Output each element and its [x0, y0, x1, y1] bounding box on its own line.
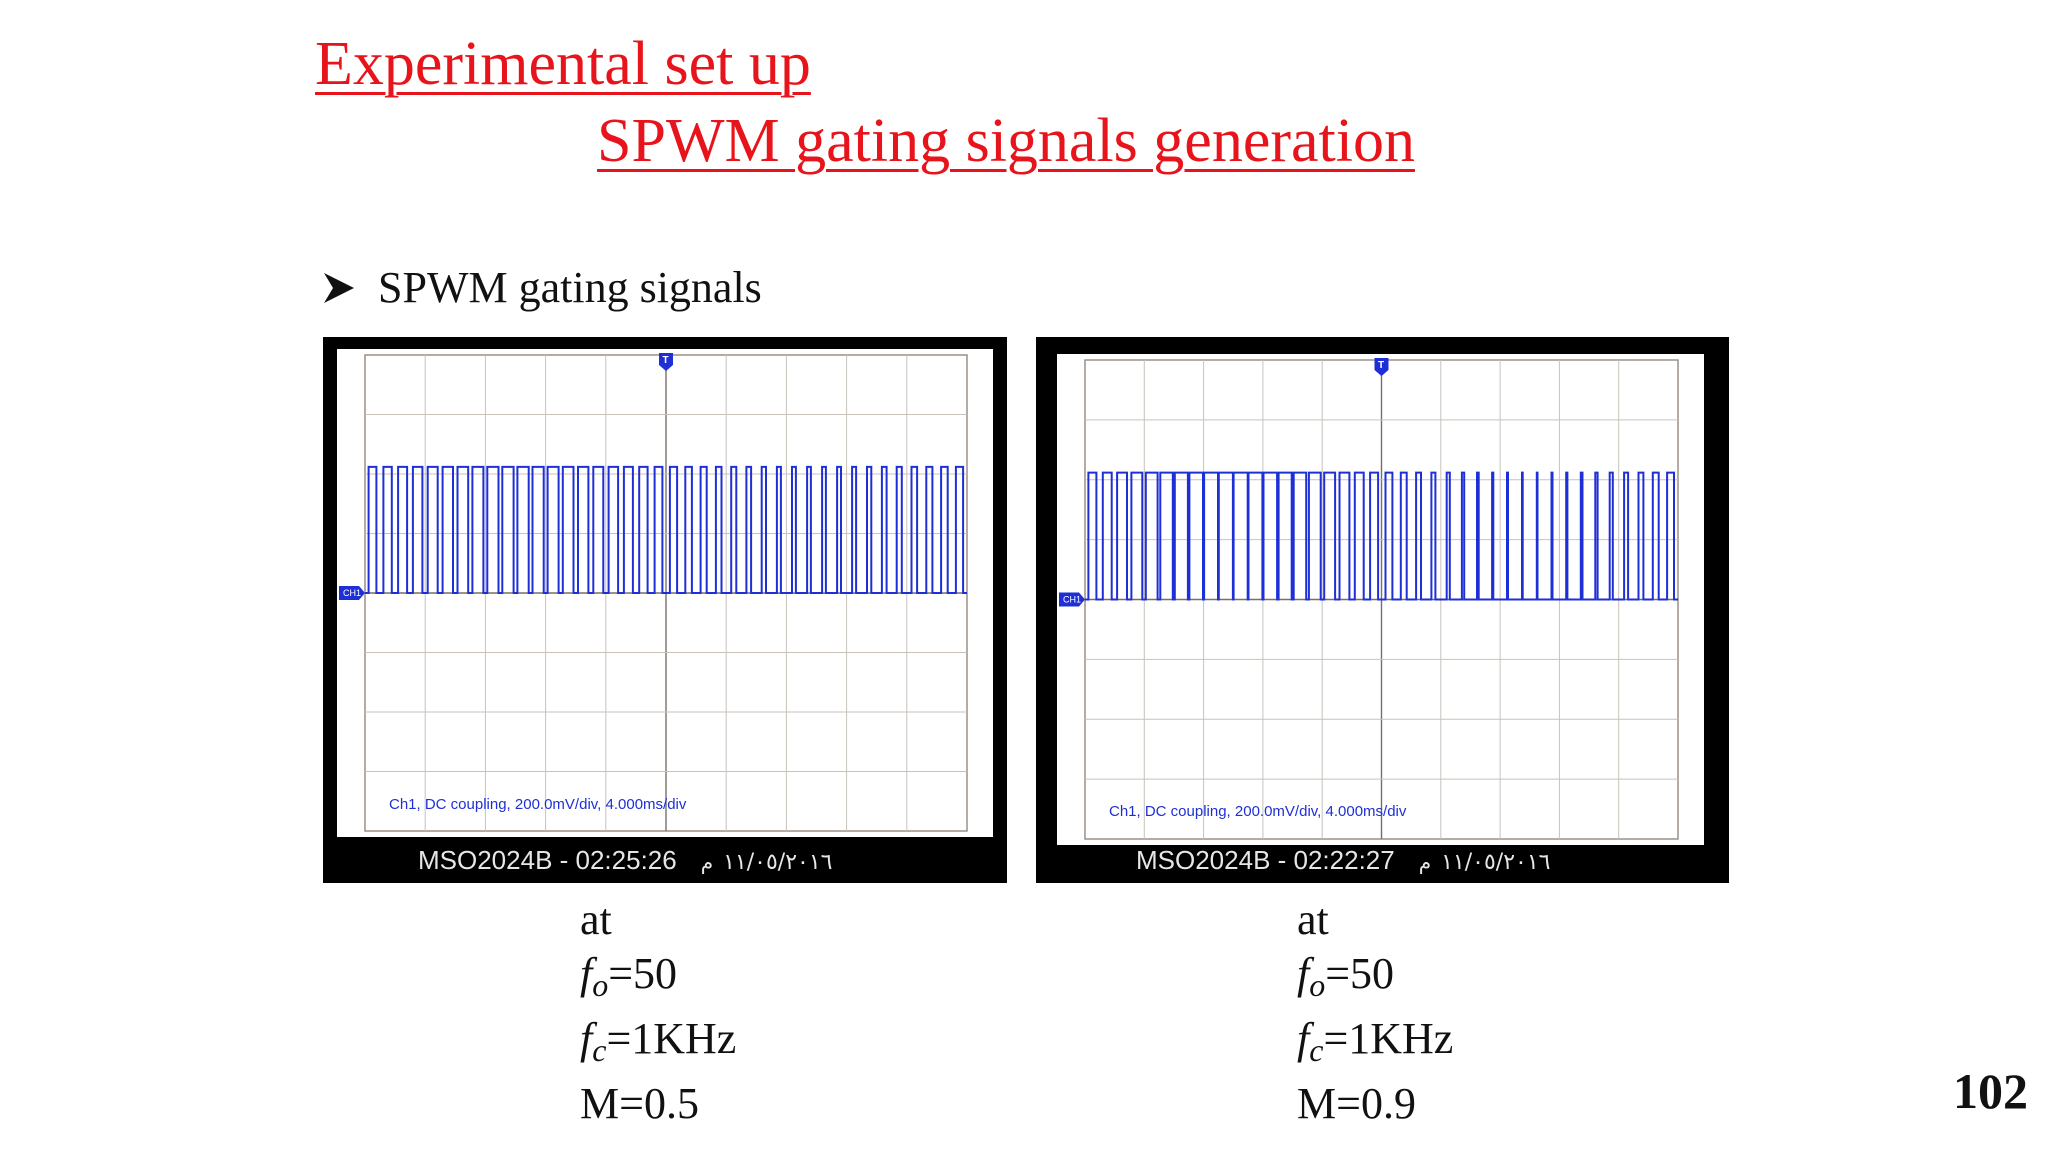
scope-1-caption: at fo=50 fc=1KHz M=0.5 [580, 893, 736, 1131]
scope-waveform-plot: Ch1, DC coupling, 200.0mV/div, 4.000ms/d… [1059, 358, 1679, 840]
scope-screen: Ch1, DC coupling, 200.0mV/div, 4.000ms/d… [1057, 354, 1704, 845]
scope-model-time: MSO2024B - 02:22:27 [1136, 845, 1395, 875]
trigger-marker-label: T [663, 355, 669, 366]
scope-model-time: MSO2024B - 02:25:26 [418, 845, 677, 875]
scope-screen: Ch1, DC coupling, 200.0mV/div, 4.000ms/d… [337, 349, 993, 837]
slide-title-line-2: SPWM gating signals generation [597, 107, 1415, 175]
trigger-marker [1374, 358, 1389, 376]
scope-ampm: م [700, 850, 714, 874]
caption-fc: fc=1KHz [580, 1014, 737, 1068]
ch1-marker-label: CH1 [1063, 595, 1081, 605]
scope-date: ١١/٠٥/٢٠١٦ [1441, 850, 1551, 875]
caption-fo: fo=50 [580, 949, 678, 1003]
scope-info-text: Ch1, DC coupling, 200.0mV/div, 4.000ms/d… [389, 796, 687, 813]
caption-m: M=0.5 [580, 1079, 699, 1128]
pwm-trace [1085, 471, 1678, 601]
scope-footer: MSO2024B - 02:25:26 ١١/٠٥/٢٠١٦ م [323, 843, 1007, 877]
bullet-text: SPWM gating signals [378, 263, 762, 312]
slide-title-line-1: Experimental set up [315, 30, 811, 98]
scope-2-caption: at fo=50 fc=1KHz M=0.9 [1297, 893, 1453, 1131]
arrowhead-bullet-icon [324, 272, 354, 303]
oscilloscope-capture-1: Ch1, DC coupling, 200.0mV/div, 4.000ms/d… [323, 337, 1007, 883]
pwm-trace [365, 465, 967, 594]
caption-fo: fo=50 [1297, 949, 1395, 1003]
caption-m: M=0.9 [1297, 1079, 1416, 1128]
trigger-marker [659, 353, 673, 371]
caption-at: at [1297, 895, 1329, 944]
scope-info-text: Ch1, DC coupling, 200.0mV/div, 4.000ms/d… [1109, 803, 1407, 820]
oscilloscope-capture-2: Ch1, DC coupling, 200.0mV/div, 4.000ms/d… [1036, 337, 1729, 883]
scope-waveform-plot: Ch1, DC coupling, 200.0mV/div, 4.000ms/d… [339, 353, 968, 832]
ch1-ground-marker [339, 586, 365, 600]
bullet-item: SPWM gating signals [322, 262, 762, 313]
scope-footer: MSO2024B - 02:22:27 ١١/٠٥/٢٠١٦ م [1036, 843, 1729, 877]
caption-fc: fc=1KHz [1297, 1014, 1454, 1068]
scope-date: ١١/٠٥/٢٠١٦ [723, 850, 833, 875]
page-number: 102 [1953, 1063, 2028, 1119]
ch1-marker-label: CH1 [343, 588, 361, 598]
trigger-marker-label: T [1378, 360, 1384, 371]
ch1-ground-marker [1059, 592, 1085, 607]
scope-ampm: م [1418, 850, 1432, 874]
caption-at: at [580, 895, 612, 944]
